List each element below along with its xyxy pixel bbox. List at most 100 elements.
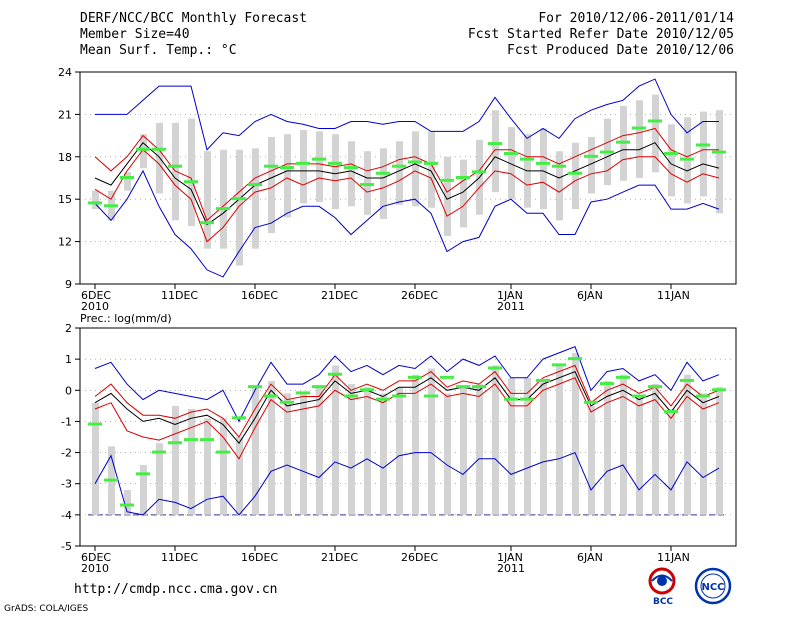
member-box (124, 172, 131, 191)
median-marker (584, 154, 598, 158)
member-box (300, 393, 307, 515)
y-tick-label: -3 (61, 478, 72, 491)
member-box (332, 365, 339, 515)
member-box (188, 408, 195, 515)
median-marker (712, 150, 726, 154)
member-box (412, 374, 419, 515)
member-box (604, 380, 611, 515)
median-marker (520, 397, 534, 401)
member-box (444, 393, 451, 515)
median-marker (680, 157, 694, 161)
member-box (92, 190, 99, 210)
member-box (508, 377, 515, 515)
x-tick-sublabel: 2011 (497, 300, 525, 313)
y-tick-label: 2 (65, 322, 72, 335)
member-box (188, 118, 195, 227)
y-tick-label: 21 (58, 108, 72, 121)
median-marker (232, 197, 246, 201)
member-box (460, 387, 467, 515)
median-marker (440, 178, 454, 182)
median-marker (664, 410, 678, 414)
member-box (268, 137, 275, 234)
member-box (508, 127, 515, 200)
median-marker (488, 366, 502, 370)
median-marker (248, 385, 262, 389)
series-min-line (94, 169, 720, 278)
series-mean-line (94, 370, 720, 445)
median-marker (392, 394, 406, 398)
median-marker (376, 397, 390, 401)
median-marker (472, 385, 486, 389)
member-box (636, 396, 643, 515)
panel-title: Prec.: log(mm/d) (80, 312, 172, 325)
member-box (252, 148, 259, 249)
x-tick-label: 26DEC (401, 289, 438, 302)
median-marker (648, 119, 662, 123)
median-marker (504, 397, 518, 401)
median-marker (488, 142, 502, 146)
member-box (268, 380, 275, 515)
x-tick-label: 26DEC (401, 551, 438, 564)
source-url[interactable]: http://cmdp.ncc.cma.gov.cn (74, 582, 278, 597)
bcc-logo-icon: BCC (648, 567, 676, 606)
median-marker (360, 388, 374, 392)
median-marker (120, 176, 134, 179)
x-tick-label: 6DEC (81, 289, 111, 302)
series-q25-line (94, 377, 720, 460)
median-marker (600, 150, 614, 154)
member-box (540, 128, 547, 210)
title-block: DERF/NCC/BCC Monthly Forecast Member Siz… (80, 11, 307, 59)
member-box (380, 393, 387, 515)
member-box (428, 368, 435, 515)
date-block: For 2010/12/06-2011/01/14 Fcst Started R… (468, 11, 734, 59)
median-marker (552, 164, 566, 168)
member-box (668, 124, 675, 197)
median-marker (360, 183, 374, 187)
median-marker (232, 416, 246, 420)
median-marker (264, 394, 278, 398)
member-box (316, 387, 323, 515)
x-tick-label: 11JAN (657, 551, 690, 564)
member-box (572, 352, 579, 515)
forecast-period: For 2010/12/06-2011/01/14 (538, 11, 734, 26)
y-tick-label: -2 (61, 447, 72, 460)
median-marker (712, 388, 726, 392)
median-marker (568, 357, 582, 361)
member-box (620, 374, 627, 515)
median-marker (568, 171, 582, 175)
median-marker (600, 382, 614, 386)
member-box (716, 387, 723, 515)
median-marker (344, 166, 358, 170)
member-box (396, 141, 403, 205)
variable-label: Mean Surf. Temp.: °C (80, 43, 237, 58)
y-tick-label: -5 (61, 540, 72, 553)
median-marker (264, 164, 278, 168)
forecast-started-date: Fcst Started Refer Date 2010/12/05 (467, 27, 734, 42)
series-q75-line (94, 364, 720, 438)
median-marker (152, 450, 166, 454)
member-box (700, 111, 707, 197)
median-marker (88, 422, 102, 426)
member-box (172, 405, 179, 515)
series-q75-line (94, 127, 719, 222)
member-size-label: Member Size=40 (80, 27, 190, 42)
y-tick-label: 0 (65, 384, 72, 397)
member-box (524, 377, 531, 515)
member-box (668, 408, 675, 515)
median-marker (328, 161, 342, 165)
median-marker (696, 143, 710, 147)
member-box (204, 151, 211, 249)
member-box (220, 149, 227, 249)
member-box (460, 159, 467, 228)
member-box (348, 384, 355, 515)
x-tick-sublabel: 2011 (497, 562, 525, 575)
y-tick-label: 18 (58, 151, 72, 164)
median-marker (152, 147, 166, 151)
median-marker (408, 375, 422, 379)
median-marker (296, 391, 310, 395)
median-marker (200, 438, 214, 442)
series-q25-line (94, 148, 720, 243)
x-tick-label: 16DEC (241, 551, 278, 564)
y-tick-label: -1 (61, 415, 72, 428)
